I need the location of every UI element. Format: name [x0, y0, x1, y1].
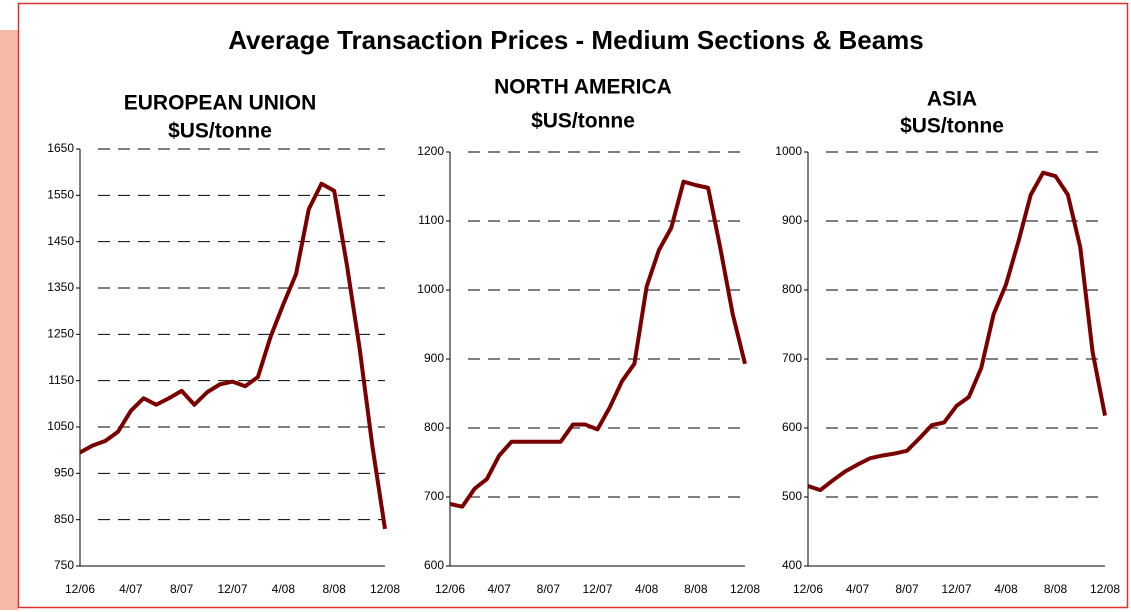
y-tick-label: 500 [782, 489, 802, 503]
main-title: Average Transaction Prices - Medium Sect… [228, 25, 924, 55]
y-tick-label: 1050 [47, 419, 74, 433]
x-tick-label: 4/08 [272, 582, 296, 596]
chart-subtitle: $US/tonne [531, 110, 635, 133]
x-tick-label: 8/07 [895, 582, 919, 596]
x-tick-label: 4/07 [487, 582, 511, 596]
x-tick-label: 8/08 [684, 582, 708, 596]
chart-subtitle: $US/tonne [168, 120, 272, 143]
y-tick-label: 900 [782, 213, 802, 227]
y-tick-label: 800 [782, 282, 802, 296]
x-tick-label: 12/08 [1090, 582, 1120, 596]
side-strip [0, 30, 18, 610]
x-tick-label: 12/07 [941, 582, 971, 596]
y-tick-label: 800 [424, 420, 444, 434]
y-tick-label: 1450 [47, 234, 74, 248]
y-tick-label: 1000 [775, 144, 802, 158]
y-tick-label: 900 [424, 351, 444, 365]
x-tick-label: 12/06 [435, 582, 465, 596]
x-tick-label: 8/08 [322, 582, 346, 596]
y-tick-label: 1000 [417, 282, 444, 296]
frame [17, 2, 1129, 609]
y-tick-label: 400 [782, 558, 802, 572]
y-tick-label: 700 [424, 489, 444, 503]
chart-title: ASIA [927, 88, 977, 111]
chart-title: NORTH AMERICA [494, 76, 672, 99]
y-tick-label: 950 [54, 466, 74, 480]
x-tick-label: 4/07 [119, 582, 143, 596]
x-tick-label: 12/07 [582, 582, 612, 596]
y-tick-label: 1650 [47, 141, 74, 155]
x-tick-label: 12/08 [370, 582, 400, 596]
data-line [807, 170, 1107, 493]
y-tick-label: 1250 [47, 327, 74, 341]
y-tick-label: 1550 [47, 188, 74, 202]
x-tick-label: 8/07 [537, 582, 561, 596]
y-tick-label: 1150 [48, 373, 74, 387]
x-tick-label: 12/06 [65, 582, 95, 596]
x-tick-label: 4/08 [994, 582, 1018, 596]
y-tick-label: 1100 [418, 213, 444, 227]
y-tick-label: 700 [782, 351, 802, 365]
x-tick-label: 12/07 [217, 582, 247, 596]
y-tick-label: 750 [54, 558, 74, 572]
y-tick-label: 1350 [47, 280, 74, 294]
chart-subtitle: $US/tonne [900, 115, 1004, 138]
x-tick-label: 8/08 [1044, 582, 1068, 596]
y-tick-label: 600 [782, 420, 802, 434]
y-tick-label: 1200 [417, 144, 444, 158]
x-tick-label: 4/07 [846, 582, 870, 596]
x-tick-label: 12/08 [730, 582, 760, 596]
x-tick-label: 8/07 [170, 582, 194, 596]
data-line [79, 181, 387, 530]
y-tick-label: 600 [424, 558, 444, 572]
chart-title: EUROPEAN UNION [124, 92, 317, 115]
data-line [449, 179, 747, 509]
y-tick-label: 850 [54, 512, 74, 526]
x-tick-label: 12/06 [793, 582, 823, 596]
x-tick-label: 4/08 [635, 582, 659, 596]
